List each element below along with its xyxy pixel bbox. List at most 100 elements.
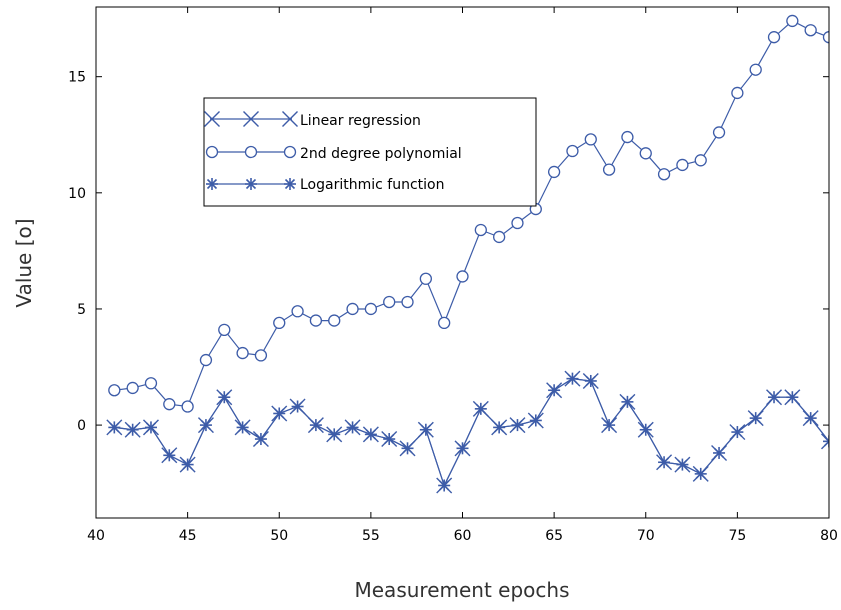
- x-tick-label: 65: [545, 528, 563, 544]
- data-point-polynomial: [511, 216, 524, 230]
- data-point-polynomial: [309, 314, 323, 327]
- data-point-logarithmic: [658, 456, 671, 469]
- data-point-polynomial: [456, 270, 469, 283]
- axis-ticks: 40 45 50 55 60 65 70 75 80 0 5 10 15: [68, 7, 838, 544]
- legend-marker-logarithmic: [284, 178, 296, 190]
- series-line-polynomial: [114, 20, 829, 408]
- data-point-logarithmic: [621, 395, 634, 408]
- data-point-logarithmic: [456, 442, 469, 455]
- data-point-polynomial: [566, 144, 579, 158]
- data-point-logarithmic: [694, 467, 707, 480]
- x-axis-title: Measurement epochs: [355, 578, 570, 602]
- data-point-logarithmic: [163, 449, 176, 462]
- data-point-polynomial: [236, 346, 249, 360]
- data-point-polynomial: [108, 384, 121, 397]
- data-point-polynomial: [676, 158, 689, 172]
- data-point-logarithmic: [218, 391, 231, 404]
- x-tick-label: 70: [637, 528, 655, 544]
- legend-marker-linear: [282, 111, 298, 127]
- data-point-polynomial: [712, 126, 726, 139]
- data-point-logarithmic: [273, 407, 286, 420]
- x-tick-label: 80: [820, 528, 838, 544]
- legend: Linear regression 2nd degree polynomial …: [203, 97, 537, 207]
- data-point-polynomial: [438, 316, 451, 330]
- data-point-polynomial: [126, 381, 139, 395]
- x-tick-label: 75: [728, 528, 746, 544]
- data-point-logarithmic: [566, 372, 579, 385]
- data-point-polynomial: [346, 302, 359, 316]
- legend-marker-polynomial: [244, 145, 258, 159]
- data-point-polynomial: [731, 86, 744, 100]
- data-point-polynomial: [364, 302, 378, 316]
- data-point-polynomial: [144, 377, 158, 390]
- data-point-polynomial: [584, 133, 597, 146]
- data-point-logarithmic: [548, 384, 561, 397]
- data-point-polynomial: [492, 230, 506, 244]
- data-point-polynomial: [328, 314, 341, 327]
- data-point-polynomial: [804, 24, 817, 37]
- data-point-logarithmic: [731, 426, 744, 439]
- data-point-polynomial: [163, 398, 176, 411]
- data-point-polynomial: [218, 323, 231, 337]
- legend-label-polynomial: 2nd degree polynomial: [300, 146, 462, 162]
- legend-label-linear: Linear regression: [300, 113, 421, 129]
- series-line-logarithmic: [114, 377, 829, 488]
- data-point-logarithmic: [401, 442, 414, 455]
- data-point-logarithmic: [584, 374, 597, 387]
- legend-label-logarithmic: Logarithmic function: [300, 177, 444, 193]
- data-point-logarithmic: [493, 421, 506, 434]
- data-point-logarithmic: [749, 412, 762, 425]
- x-tick-label: 50: [270, 528, 288, 544]
- series-layer: [106, 14, 829, 494]
- x-tick-label: 60: [454, 528, 472, 544]
- legend-marker-polynomial: [283, 145, 297, 159]
- data-point-polynomial: [822, 31, 829, 44]
- data-point-logarithmic: [438, 479, 451, 492]
- data-point-logarithmic: [383, 433, 396, 446]
- data-point-polynomial: [657, 168, 671, 181]
- data-point-logarithmic: [713, 446, 726, 459]
- data-point-polynomial: [291, 305, 304, 318]
- data-point-logarithmic: [474, 402, 487, 415]
- legend-marker-polynomial: [205, 145, 219, 159]
- data-point-logarithmic: [291, 400, 304, 413]
- data-point-logarithmic: [603, 419, 616, 432]
- data-point-polynomial: [254, 349, 268, 362]
- data-point-polynomial: [199, 353, 213, 367]
- data-point-logarithmic: [108, 421, 121, 434]
- data-point-logarithmic: [786, 391, 799, 404]
- data-point-logarithmic: [804, 412, 817, 425]
- y-tick-label: 15: [68, 70, 86, 86]
- data-point-polynomial: [639, 147, 652, 160]
- data-point-polynomial: [273, 316, 286, 330]
- data-point-logarithmic: [639, 423, 652, 436]
- data-point-logarithmic: [199, 419, 212, 432]
- data-point-logarithmic: [236, 421, 249, 434]
- data-point-logarithmic: [309, 419, 322, 432]
- plot-frame: [95, 6, 830, 519]
- data-point-polynomial: [694, 154, 707, 167]
- data-point-polynomial: [621, 130, 634, 144]
- data-point-logarithmic: [364, 428, 377, 441]
- data-point-polynomial: [786, 14, 799, 28]
- data-point-polynomial: [547, 165, 561, 179]
- data-point-logarithmic: [419, 423, 432, 436]
- data-point-logarithmic: [511, 419, 524, 432]
- x-tick-label: 40: [87, 528, 105, 544]
- data-point-polynomial: [401, 295, 414, 309]
- data-point-logarithmic: [181, 458, 194, 471]
- data-point-logarithmic: [144, 421, 157, 434]
- data-point-logarithmic: [823, 435, 829, 448]
- data-point-logarithmic: [126, 423, 139, 436]
- y-axis-title: Value [o]: [12, 218, 36, 307]
- data-point-logarithmic: [254, 433, 267, 446]
- legend-marker-linear: [204, 111, 220, 127]
- x-tick-label: 45: [179, 528, 197, 544]
- data-point-logarithmic: [346, 421, 359, 434]
- data-point-logarithmic: [529, 414, 542, 427]
- y-tick-label: 10: [68, 186, 86, 202]
- legend-marker-logarithmic: [206, 178, 218, 190]
- data-point-polynomial: [602, 163, 616, 176]
- data-point-polynomial: [419, 272, 433, 285]
